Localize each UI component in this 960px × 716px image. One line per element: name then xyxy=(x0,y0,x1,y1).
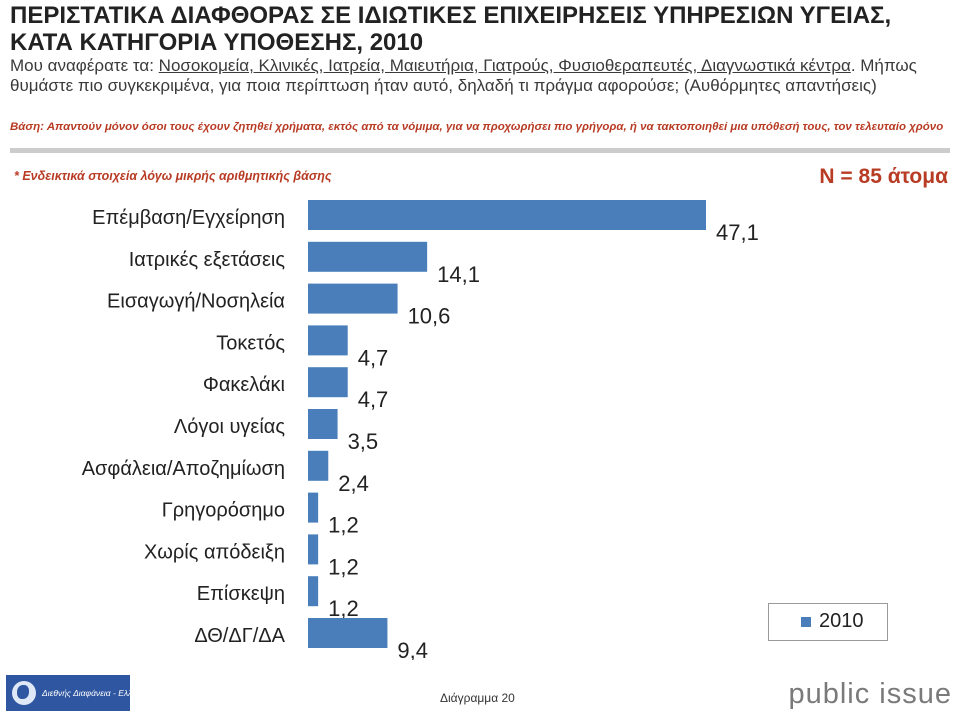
category-label: Λόγοι υγείας xyxy=(174,416,285,438)
category-label: ΔΘ/ΔΓ/ΔΑ xyxy=(194,625,285,647)
bar xyxy=(308,409,338,439)
category-label: Ασφάλεια/Αποζημίωση xyxy=(82,458,285,480)
category-label: Επίσκεψη xyxy=(197,583,285,605)
chart-title: ΠΕΡΙΣΤΑΤΙΚΑ ΔΙΑΦΘΟΡΑΣ ΣΕ ΙΔΙΩΤΙΚΕΣ ΕΠΙΧΕ… xyxy=(10,2,892,56)
value-label: 1,2 xyxy=(328,554,359,579)
bar-chart: Επέμβαση/Εγχείρηση 47,1 Ιατρικές εξετάσεις… xyxy=(82,200,759,660)
value-label: 4,7 xyxy=(358,387,389,412)
category-label: Φακελάκι xyxy=(203,374,285,396)
base-note: Βάση: Απαντούν μόνον όσοι τους έχουν ζητ… xyxy=(10,121,944,133)
category-label: Επέμβαση/Εγχείρηση xyxy=(92,207,285,229)
value-label: 2,4 xyxy=(338,471,369,496)
divider xyxy=(10,148,950,153)
value-label: 9,4 xyxy=(397,638,428,660)
value-label: 47,1 xyxy=(716,220,759,245)
footer xyxy=(0,672,960,716)
bar xyxy=(308,576,319,607)
globe-icon xyxy=(12,681,36,705)
bar xyxy=(308,283,398,314)
question-suffix: . Μήπως θυμάστε πιο συγκεκριμένα, για πο… xyxy=(10,56,917,95)
bar xyxy=(308,618,388,648)
bar xyxy=(308,325,348,356)
question-prefix: Μου αναφέρατε τα: xyxy=(10,56,159,75)
small-base-note: * Ενδεικτικά στοιχεία λόγω μικρής αριθμη… xyxy=(14,169,332,183)
value-label: 1,2 xyxy=(328,513,359,538)
legend-label: 2010 xyxy=(819,610,864,632)
bar xyxy=(308,450,329,481)
value-label: 14,1 xyxy=(437,262,480,287)
category-label: Γρηγορόσημο xyxy=(162,500,285,522)
legend-swatch xyxy=(801,617,811,627)
category-label: Ιατρικές εξετάσεις xyxy=(129,249,286,271)
bar xyxy=(308,492,319,523)
category-label: Χωρίς απόδειξη xyxy=(144,541,285,563)
question-underlined: Νοσοκομεία, Κλινικές, Ιατρεία, Μαιευτήρι… xyxy=(158,56,851,75)
value-label: 3,5 xyxy=(348,429,379,454)
sample-size: Ν = 85 άτομα xyxy=(819,165,948,188)
question-text: Μου αναφέρατε τα: Νοσοκομεία, Κλινικές, … xyxy=(10,56,950,96)
value-label: 4,7 xyxy=(358,345,389,370)
bar xyxy=(308,534,319,565)
page-label: Διάγραμμα 20 xyxy=(440,691,515,705)
bar xyxy=(308,241,428,272)
value-label: 1,2 xyxy=(328,596,359,621)
bar xyxy=(308,200,706,230)
category-label: Τοκετός xyxy=(216,332,285,354)
brand-logo: public issue xyxy=(788,678,952,710)
category-label: Εισαγωγή/Νοσηλεία xyxy=(107,291,285,313)
bar xyxy=(308,367,348,398)
value-label: 10,6 xyxy=(408,304,451,329)
logo-text: Διεθνής Διαφάνεια - Ελλάς xyxy=(42,688,142,698)
legend: 2010 xyxy=(768,603,888,641)
transparency-logo: Διεθνής Διαφάνεια - Ελλάς xyxy=(6,675,141,711)
